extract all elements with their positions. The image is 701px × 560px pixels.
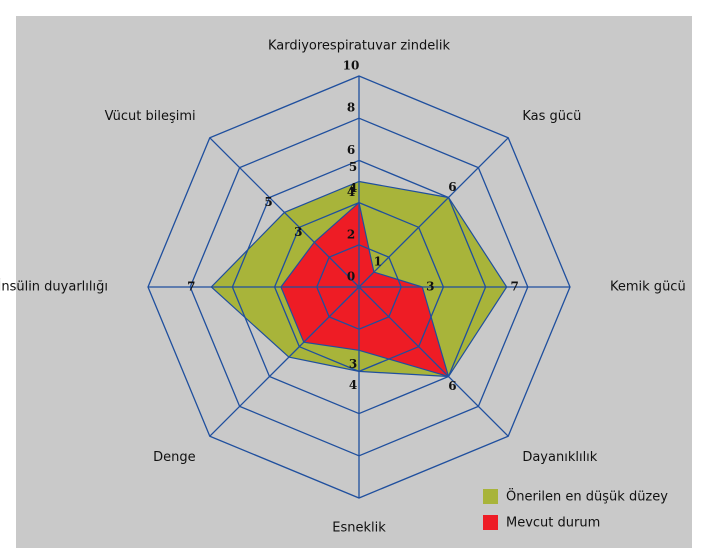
r-tick-label: 6 [347, 143, 355, 157]
r-tick-label: 8 [347, 101, 355, 115]
value-label: 5 [264, 195, 272, 209]
category-label: Esneklik [332, 521, 386, 536]
value-label: 4 [349, 181, 357, 195]
r-tick-label: 0 [347, 270, 355, 284]
category-label: Denge [153, 450, 196, 465]
category-label: Kardiyorespiratuvar zindelik [268, 39, 451, 54]
value-label: 6 [448, 379, 456, 393]
axis-spoke [358, 137, 509, 288]
value-label: 6 [448, 180, 456, 194]
r-tick-label: 10 [343, 59, 360, 73]
category-label: Dayanıklılık [522, 450, 597, 465]
legend-label: Önerilen en düşük düzey [506, 488, 668, 505]
value-label: 3 [426, 280, 434, 294]
value-label: 3 [294, 225, 302, 239]
axis-spoke [358, 286, 509, 437]
value-label: 7 [511, 280, 519, 294]
value-label: 7 [187, 280, 195, 294]
category-label: İnsülin duyarlılığı [0, 279, 108, 295]
value-label: 3 [349, 357, 357, 371]
category-label: Kemik gücü [610, 280, 686, 295]
value-label: 1 [374, 255, 382, 269]
r-tick-label: 2 [347, 227, 355, 241]
category-label: Vücut bileşimi [105, 109, 196, 124]
legend-label: Mevcut durum [506, 516, 600, 531]
axis-spoke [209, 286, 360, 437]
value-label: 5 [349, 160, 357, 174]
value-label: 4 [349, 378, 357, 392]
r-tick-label: 4 [347, 185, 355, 199]
category-label: Kas gücü [522, 109, 581, 124]
legend-swatch [483, 489, 498, 504]
axis-spoke [209, 137, 360, 288]
legend-swatch [483, 515, 498, 530]
